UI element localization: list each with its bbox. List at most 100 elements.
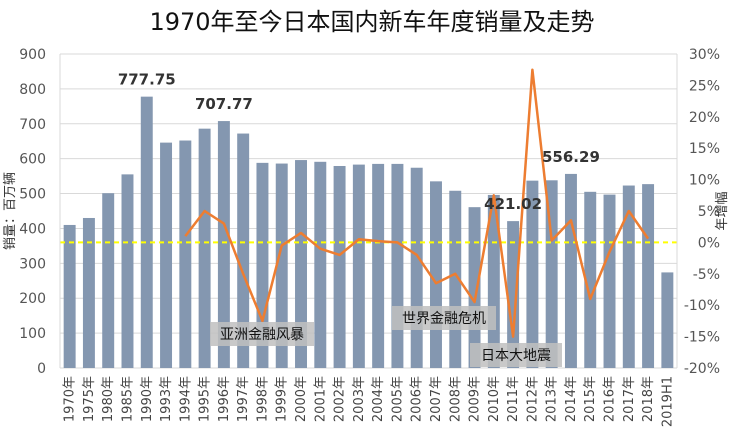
bar-data-label: 777.75 [118,71,176,89]
bar [410,167,423,368]
x-tick-label: 1995年 [198,376,213,422]
x-tick-label: 2002年 [333,376,348,422]
bar [102,193,115,368]
y-tick-label: 400 [19,221,46,237]
x-tick-label: 2010年 [487,376,502,422]
y-tick-label: 200 [19,291,46,307]
y-tick-label: 500 [19,187,46,203]
x-tick-label: 2014年 [564,376,579,422]
x-tick-label: 2003年 [352,376,367,422]
x-tick-label: 1975年 [82,376,97,422]
bar [391,163,404,368]
x-tick-label: 2009年 [468,376,483,422]
bar [198,128,211,368]
annotation-text: 世界金融危机 [402,311,486,327]
bar [622,185,635,368]
x-tick-label: 1985年 [120,376,135,422]
x-tick-label: 1996年 [217,376,232,422]
y2-tick-label: 15% [689,141,720,157]
y-tick-label: 600 [19,152,46,168]
x-tick-label: 2006年 [410,376,425,422]
y2-tick-label: 0% [698,235,720,251]
chart-title: 1970年至今日本国内新车年度销量及走势 [149,8,594,36]
y2-axis-label: 年增幅 [715,191,730,230]
x-tick-label: 1994年 [178,376,193,422]
bar [295,160,307,368]
y-tick-label: 800 [19,82,46,98]
x-tick-label: 2015年 [583,376,598,422]
x-tick-label: 2005年 [390,376,405,422]
y2-tick-label: 30% [689,47,720,63]
y-tick-label: 300 [19,256,46,272]
bar [642,184,655,368]
x-tick-label: 1993年 [159,376,174,422]
bar [372,163,385,368]
y2-tick-label: -20% [684,361,720,377]
bar [487,194,500,368]
bar [352,164,365,368]
bar [82,217,95,368]
bar [430,181,442,368]
annotation-box: 亚洲金融风暴 [210,322,314,346]
bar-data-label: 421.02 [484,195,542,213]
x-tick-label: 1999年 [275,376,290,422]
x-tick-label: 2019H1 [660,376,675,427]
bar [603,194,616,368]
y-tick-label: 100 [19,326,46,342]
y2-tick-label: 5% [698,204,720,220]
bar-data-label: 707.77 [195,95,253,113]
bar [63,224,76,368]
bar-data-label: 556.29 [542,148,600,166]
x-tick-label: 2007年 [429,376,444,422]
bar [526,180,539,368]
bar [256,162,269,368]
x-tick-label: 2000年 [294,376,309,422]
y2-tick-label: -10% [684,298,720,314]
x-tick-label: 2008年 [448,376,463,422]
annotation-text: 日本大地震 [481,348,551,364]
bar [314,161,327,368]
bar [237,133,250,368]
bar [217,121,230,368]
x-tick-label: 2016年 [603,376,618,422]
bar [179,140,192,368]
y2-tick-label: 20% [689,110,720,126]
bar [545,180,558,368]
y2-tick-label: -5% [693,267,720,283]
x-tick-label: 1980年 [101,376,116,422]
bar [275,163,288,368]
y-tick-label: 900 [19,47,46,63]
x-tick-label: 2017年 [622,376,637,422]
x-tick-label: 2001年 [313,376,328,422]
y-axis-label: 销量：百万辆 [3,172,18,250]
bar [160,142,173,368]
x-tick-label: 1997年 [236,376,251,422]
bar-series [63,96,674,368]
bar [507,221,520,368]
y2-tick-label: 25% [689,78,720,94]
x-tick-label: 1970年 [63,376,78,422]
annotation-box: 世界金融危机 [392,306,496,330]
x-tick-label: 2004年 [371,376,386,422]
x-tick-label: 2011年 [506,376,521,422]
bar [468,207,481,368]
x-tick-label: 1990年 [140,376,155,422]
annotation-text: 亚洲金融风暴 [220,327,304,343]
bar [333,165,346,368]
x-tick-label: 2012年 [525,376,540,422]
bar [661,272,674,368]
y-tick-label: 0 [37,361,46,377]
bar [449,190,462,368]
y2-tick-label: -15% [684,330,720,346]
x-tick-label: 2018年 [641,376,656,422]
bar [584,191,597,368]
axes: 0 100 200 300 400 500 600 700 800 900 -20% -15% -10%… [19,47,720,427]
x-tick-label: 1998年 [255,376,270,422]
annotation-box: 日本大地震 [470,343,562,367]
bar [121,174,134,368]
x-tick-label: 2013年 [545,376,560,422]
bar [564,173,577,368]
y-tick-label: 700 [19,117,46,133]
